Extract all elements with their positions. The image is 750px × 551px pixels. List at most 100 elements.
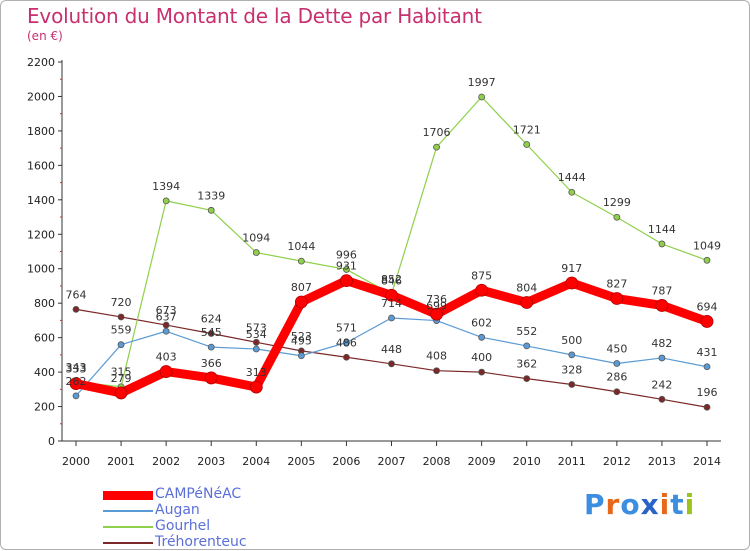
- data-label: 699: [426, 300, 447, 313]
- y-tick-label: 200: [34, 401, 55, 414]
- data-label: 1444: [558, 171, 586, 184]
- data-label: 1044: [287, 240, 315, 253]
- legend-label: Augan: [155, 502, 200, 518]
- data-label: 1094: [242, 232, 270, 245]
- logo-letter: t: [670, 488, 685, 521]
- x-tick-label: 2005: [287, 455, 315, 468]
- data-point: [343, 266, 350, 273]
- logo-letter: r: [605, 488, 621, 521]
- y-tick-label: 1600: [27, 159, 55, 172]
- data-point: [658, 395, 666, 403]
- data-point: [204, 371, 218, 385]
- data-label: 852: [381, 273, 402, 286]
- y-tick-label: 400: [34, 366, 55, 379]
- data-label: 1394: [152, 180, 180, 193]
- data-point: [433, 367, 440, 375]
- data-point: [388, 314, 395, 322]
- data-label: 196: [697, 386, 718, 399]
- legend-item: Augan: [97, 502, 397, 519]
- data-label: 736: [426, 293, 447, 306]
- data-label: 602: [471, 316, 492, 329]
- chart-subtitle: (en €): [27, 29, 63, 43]
- data-label: 846: [381, 274, 402, 287]
- data-label: 408: [426, 350, 447, 363]
- logo-letter: i: [684, 488, 696, 521]
- data-point: [207, 343, 215, 351]
- data-point: [475, 283, 489, 297]
- data-label: 1706: [423, 126, 451, 139]
- x-tick-label: 2012: [603, 455, 631, 468]
- chart-data-labels: 764 720 673 624 573 523 486 448 408 400 362 328 286 2…: [66, 76, 722, 399]
- x-tick-label: 2000: [62, 455, 90, 468]
- x-tick-label: 2002: [152, 455, 180, 468]
- data-label: 262: [66, 375, 87, 388]
- data-label: 403: [156, 351, 177, 364]
- data-label: 673: [156, 304, 177, 317]
- data-label: 573: [246, 321, 267, 334]
- legend-swatch: [103, 542, 153, 544]
- data-label: 875: [471, 269, 492, 282]
- data-label: 1721: [513, 124, 541, 137]
- data-point: [655, 299, 669, 312]
- legend-item: CAMPéNéAC: [97, 486, 397, 503]
- data-point: [207, 330, 215, 337]
- data-point: [69, 377, 83, 391]
- data-label: 917: [561, 262, 582, 275]
- data-point: [343, 353, 350, 361]
- x-tick-label: 2001: [107, 455, 135, 468]
- legend-item: Tréhorenteuc: [97, 534, 397, 551]
- data-point: [252, 249, 260, 256]
- data-label: 400: [471, 351, 492, 364]
- data-point: [117, 341, 125, 349]
- data-label: 486: [336, 336, 357, 349]
- data-point: [343, 339, 350, 347]
- data-label: 720: [111, 296, 132, 309]
- data-label: 714: [381, 297, 402, 310]
- y-tick-label: 800: [34, 297, 55, 310]
- chart-axes: 0 200 400 600 800 1000 1200 1400 1600 1800 2000 220…: [27, 56, 721, 468]
- y-tick-label: 1400: [27, 194, 55, 207]
- data-point: [520, 296, 534, 309]
- chart-title: Evolution du Montant de la Dette par Hab…: [27, 4, 482, 28]
- data-point: [523, 342, 531, 350]
- data-label: 242: [651, 378, 672, 391]
- data-label: 482: [651, 337, 672, 350]
- data-label: 313: [246, 366, 267, 379]
- data-point: [568, 351, 576, 359]
- y-tick-label: 1800: [27, 125, 55, 138]
- x-tick-label: 2010: [513, 455, 541, 468]
- data-point: [297, 257, 305, 265]
- data-point: [613, 388, 621, 396]
- legend-label: Gourhel: [155, 518, 211, 534]
- data-point: [703, 256, 711, 264]
- data-label: 333: [66, 363, 87, 376]
- legend-item: Gourhel: [97, 518, 397, 535]
- legend-label: CAMPéNéAC: [155, 486, 242, 502]
- x-tick-label: 2003: [197, 455, 225, 468]
- data-point: [72, 305, 80, 313]
- data-label: 450: [606, 342, 627, 355]
- legend-swatch: [103, 510, 153, 512]
- y-tick-label: 2000: [27, 90, 55, 103]
- legend-swatch: [103, 490, 153, 500]
- data-point: [523, 375, 531, 383]
- data-point: [114, 386, 128, 400]
- data-point: [249, 380, 263, 394]
- data-point: [340, 274, 353, 288]
- data-label: 1299: [603, 196, 631, 209]
- data-point: [703, 403, 711, 411]
- data-point: [430, 307, 443, 321]
- data-label: 804: [516, 281, 537, 294]
- data-point: [613, 360, 621, 367]
- data-label: 1997: [468, 76, 496, 89]
- y-tick-label: 2200: [27, 56, 55, 69]
- data-label: 448: [381, 343, 402, 356]
- data-label: 807: [291, 281, 312, 294]
- data-point: [700, 315, 714, 328]
- data-label: 523: [291, 330, 312, 343]
- logo-letter: P: [584, 488, 606, 521]
- data-label: 286: [606, 371, 627, 384]
- logo-letter: x: [640, 488, 660, 521]
- chart-legend: CAMPéNéAC Augan Gourhel Tréhorenteuc: [97, 486, 397, 551]
